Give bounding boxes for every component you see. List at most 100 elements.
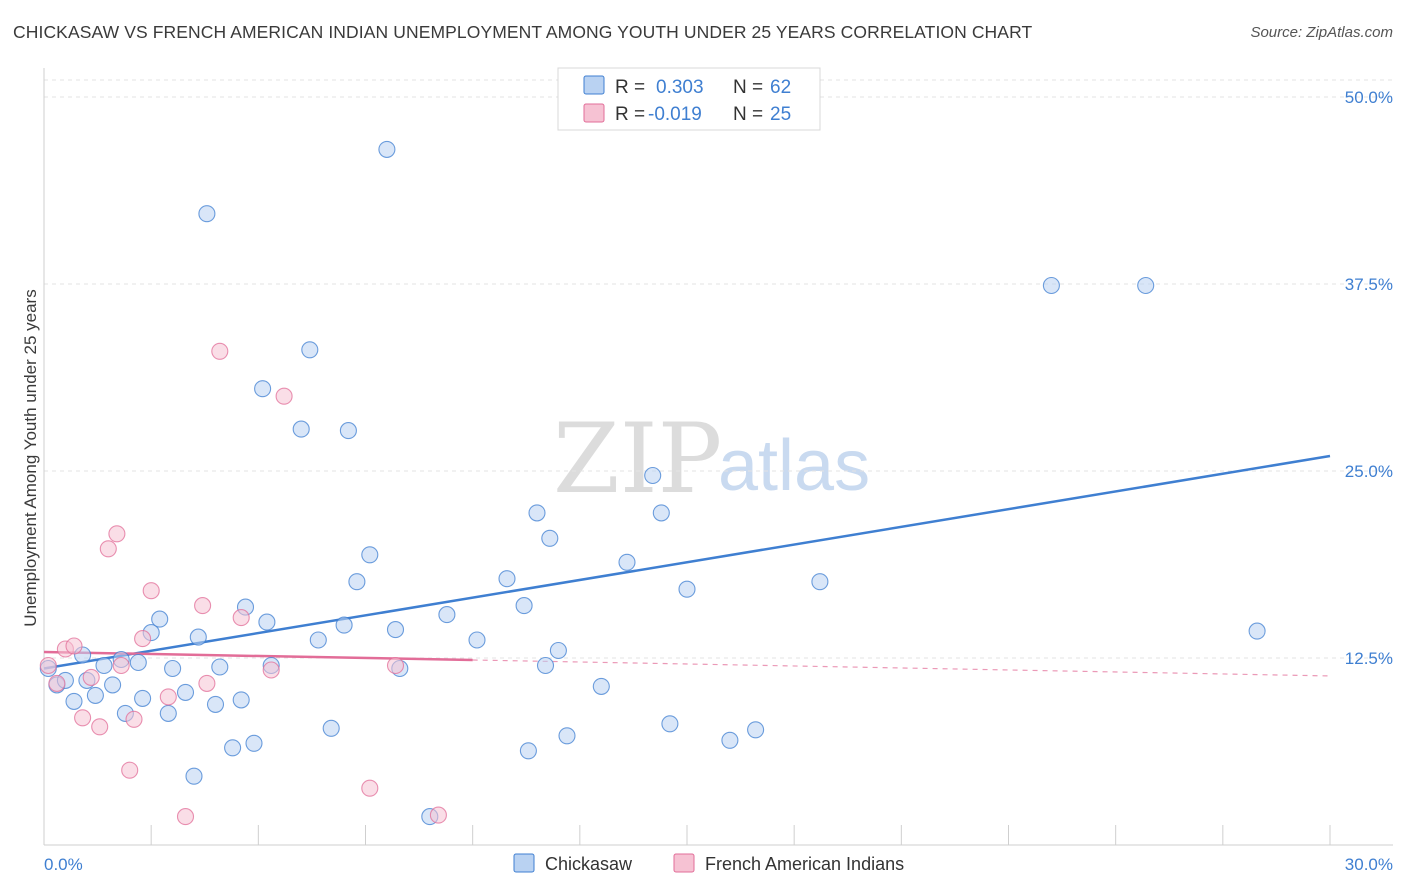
chickasaw-point-60 [811, 573, 829, 591]
chickasaw-point-30 [292, 420, 310, 438]
french-american-indians-point-0 [39, 656, 57, 675]
chickasaw-point-27 [254, 380, 272, 398]
x-tick-label-max: 30.0% [1345, 855, 1393, 874]
series-swatch-chickasaw [513, 853, 535, 873]
legend-r-label-1: R = [615, 77, 645, 98]
chickasaw-point-22 [211, 658, 229, 676]
french-american-indians-point-24 [429, 806, 447, 824]
correlation-legend: R = 0.303 N = 62 R = -0.019 N = 25 [557, 67, 821, 131]
legend-r-value-2: -0.019 [648, 104, 702, 125]
chickasaw-point-43 [468, 631, 486, 649]
french-american-indians-point-15 [176, 808, 195, 826]
french-american-indians-point-21 [275, 387, 293, 405]
chickasaw-point-15 [159, 704, 177, 722]
legend-n-label-2: N = [733, 104, 763, 125]
french-american-indians-point-20 [262, 661, 280, 679]
chickasaw-point-63 [1248, 622, 1266, 640]
french-american-indians-point-11 [125, 710, 143, 728]
chickasaw-point-53 [618, 553, 636, 571]
series-swatch-french-american-indians [673, 853, 695, 873]
chickasaw-point-56 [661, 715, 679, 733]
chickasaw-point-38 [378, 140, 396, 158]
chickasaw-point-35 [339, 422, 357, 440]
chickasaw-point-31 [301, 341, 319, 359]
chickasaw-point-21 [206, 695, 225, 713]
y-tick-label-3: 50.0% [1345, 88, 1393, 107]
chickasaw-point-45 [515, 597, 533, 615]
watermark-zip: ZIP [553, 403, 722, 515]
watermark-atlas: atlas [718, 426, 870, 506]
french-american-indians-point-6 [91, 718, 109, 736]
chickasaw-point-24 [232, 691, 250, 709]
x-tick-label-min: 0.0% [44, 855, 83, 874]
chickasaw-point-32 [309, 631, 327, 649]
chickasaw-point-54 [644, 466, 662, 485]
chart-title: CHICKASAW VS FRENCH AMERICAN INDIAN UNEM… [13, 22, 1033, 42]
chickasaw-point-48 [536, 656, 555, 675]
french-american-indians-point-17 [198, 674, 216, 692]
y-tick-label-1: 25.0% [1345, 462, 1393, 481]
series-label-french-american-indians: French American Indians [705, 854, 904, 874]
french-american-indians-point-3 [65, 637, 83, 655]
chickasaw-point-33 [322, 719, 340, 737]
legend-swatch-chickasaw [583, 75, 605, 95]
legend-n-label-1: N = [733, 77, 763, 98]
chickasaw-point-19 [189, 628, 207, 646]
chickasaw-point-59 [747, 721, 765, 739]
french-american-indians-point-22 [361, 779, 379, 797]
chickasaw-point-11 [129, 653, 147, 672]
french-american-indians-point-18 [211, 342, 229, 360]
french-american-indians-point-9 [112, 656, 130, 675]
french-american-indians-point-14 [159, 688, 177, 706]
french-american-indians-point-12 [134, 630, 152, 648]
y-tick-label-2: 37.5% [1345, 275, 1393, 294]
y-tick-labels: 12.5% 25.0% 37.5% 50.0% [1345, 88, 1393, 668]
french-american-indians-point-7 [99, 540, 117, 558]
legend-swatch-french-american-indians [583, 103, 605, 123]
chickasaw-point-37 [361, 546, 379, 564]
french-american-indians-point-23 [386, 656, 405, 675]
chickasaw-point-44 [498, 570, 516, 588]
y-tick-label-0: 12.5% [1345, 649, 1393, 668]
french-american-indians-point-13 [142, 582, 160, 600]
chickasaw-point-14 [151, 610, 169, 628]
chickasaw-point-49 [541, 529, 559, 547]
legend-n-value-2: 25 [770, 104, 791, 125]
source-label: Source: ZipAtlas.com [1250, 24, 1393, 41]
chickasaw-point-6 [86, 686, 104, 704]
chickasaw-point-52 [592, 677, 610, 695]
chickasaw-point-50 [549, 641, 567, 660]
chickasaw-point-17 [176, 683, 195, 701]
french-american-indians-point-1 [48, 674, 66, 692]
chickasaw-point-3 [65, 692, 83, 710]
chickasaw-point-58 [721, 731, 739, 749]
french-american-indians-point-19 [232, 609, 250, 627]
chickasaw-point-62 [1137, 276, 1155, 295]
chickasaw-point-61 [1042, 276, 1060, 295]
french-american-indians-point-8 [108, 525, 126, 543]
chickasaw-point-57 [678, 580, 696, 598]
legend-n-value-1: 62 [770, 77, 791, 98]
chickasaw-point-12 [134, 689, 152, 707]
chickasaw-point-34 [335, 616, 353, 634]
chickasaw-point-36 [348, 573, 366, 591]
french-american-indians-point-5 [82, 668, 100, 686]
chickasaw-point-8 [104, 676, 122, 694]
chickasaw-point-18 [185, 767, 203, 785]
chickasaw-point-16 [164, 659, 182, 678]
chickasaw-point-20 [198, 205, 216, 223]
y-axis-label: Unemployment Among Youth under 25 years [21, 289, 40, 626]
grid-lines [44, 79, 1393, 659]
series-legend: Chickasaw French American Indians [513, 853, 904, 874]
legend-r-label-2: R = [615, 104, 645, 125]
chickasaw-point-46 [519, 742, 537, 760]
chickasaw-point-26 [245, 734, 263, 752]
chickasaw-point-47 [528, 504, 546, 522]
french-american-indians-trend-extension [472, 659, 1331, 677]
chickasaw-point-55 [652, 504, 670, 522]
axes [43, 68, 1393, 846]
series-label-chickasaw: Chickasaw [545, 854, 633, 874]
data-points [39, 140, 1266, 826]
chickasaw-point-28 [258, 613, 276, 631]
